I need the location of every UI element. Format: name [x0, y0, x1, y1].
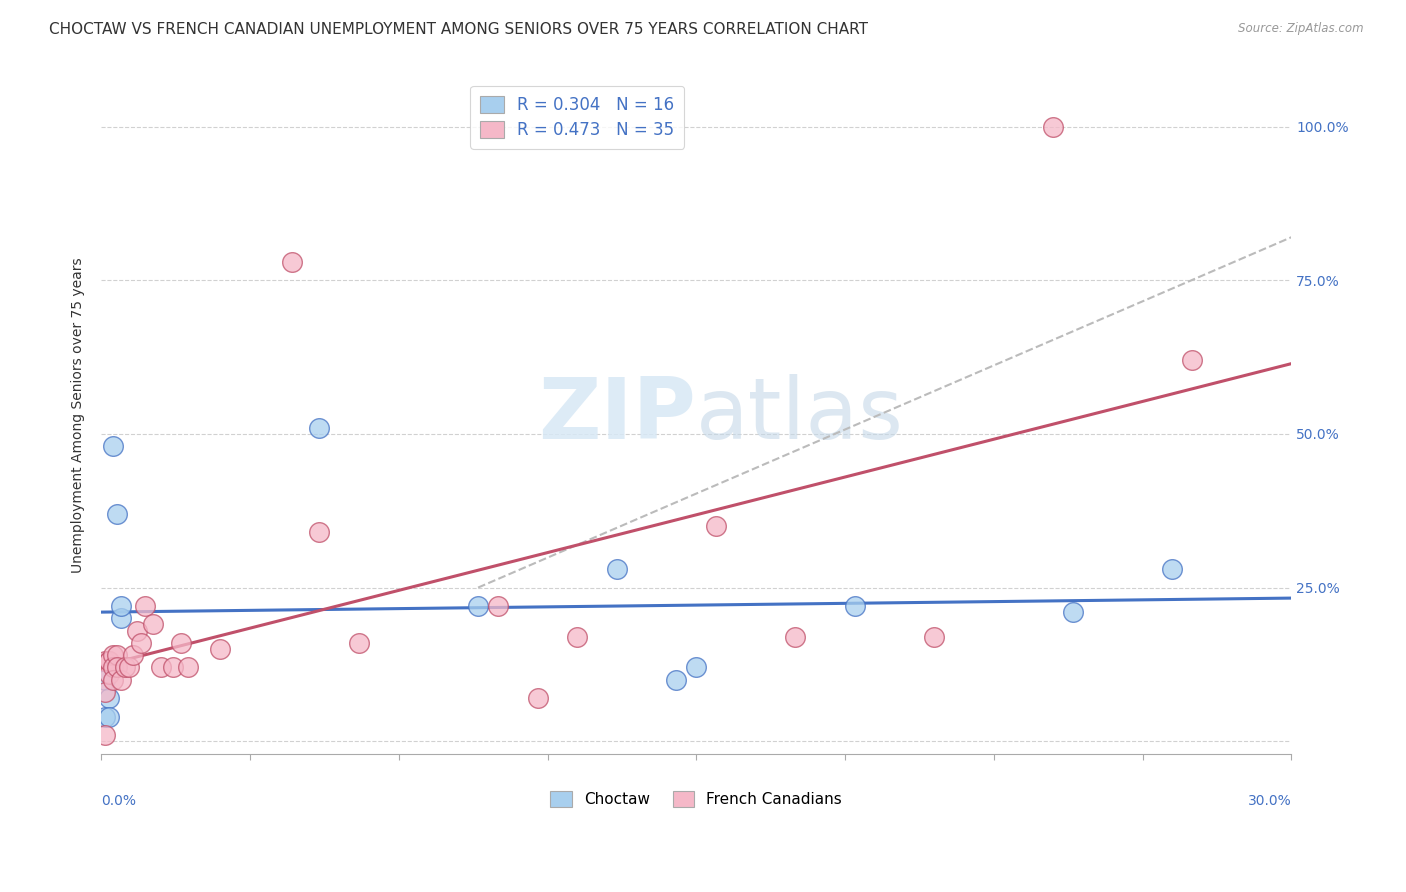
Point — [149, 660, 172, 674]
Point — [110, 673, 132, 687]
Point — [486, 599, 509, 613]
Point — [101, 439, 124, 453]
Text: 0.0%: 0.0% — [101, 794, 136, 808]
Point — [98, 691, 121, 706]
Point — [177, 660, 200, 674]
Point — [526, 691, 548, 706]
Point — [101, 660, 124, 674]
Point — [280, 255, 302, 269]
Point — [665, 673, 688, 687]
Point — [567, 630, 589, 644]
Point — [142, 617, 165, 632]
Point — [98, 666, 121, 681]
Point — [98, 654, 121, 668]
Point — [101, 673, 124, 687]
Point — [114, 660, 136, 674]
Text: atlas: atlas — [696, 374, 904, 457]
Point — [105, 648, 128, 663]
Point — [844, 599, 866, 613]
Point — [110, 599, 132, 613]
Point — [924, 630, 946, 644]
Text: CHOCTAW VS FRENCH CANADIAN UNEMPLOYMENT AMONG SENIORS OVER 75 YEARS CORRELATION : CHOCTAW VS FRENCH CANADIAN UNEMPLOYMENT … — [49, 22, 869, 37]
Point — [94, 673, 117, 687]
Point — [98, 654, 121, 668]
Point — [1161, 562, 1184, 576]
Point — [704, 519, 727, 533]
Point — [105, 507, 128, 521]
Point — [209, 642, 232, 657]
Point — [101, 648, 124, 663]
Point — [118, 660, 141, 674]
Point — [785, 630, 807, 644]
Point — [308, 525, 330, 540]
Point — [1062, 605, 1084, 619]
Point — [94, 654, 117, 668]
Point — [1042, 120, 1064, 134]
Point — [125, 624, 148, 638]
Text: ZIP: ZIP — [538, 374, 696, 457]
Text: Source: ZipAtlas.com: Source: ZipAtlas.com — [1239, 22, 1364, 36]
Point — [98, 709, 121, 723]
Point — [347, 636, 370, 650]
Point — [129, 636, 152, 650]
Point — [110, 611, 132, 625]
Point — [308, 421, 330, 435]
Point — [1181, 353, 1204, 368]
Point — [685, 660, 707, 674]
Point — [162, 660, 184, 674]
Legend: Choctaw, French Canadians: Choctaw, French Canadians — [544, 785, 848, 814]
Point — [105, 660, 128, 674]
Point — [94, 728, 117, 742]
Point — [122, 648, 145, 663]
Point — [94, 685, 117, 699]
Point — [467, 599, 489, 613]
Text: 30.0%: 30.0% — [1247, 794, 1291, 808]
Point — [94, 709, 117, 723]
Point — [606, 562, 628, 576]
Point — [134, 599, 156, 613]
Point — [169, 636, 191, 650]
Y-axis label: Unemployment Among Seniors over 75 years: Unemployment Among Seniors over 75 years — [72, 258, 86, 574]
